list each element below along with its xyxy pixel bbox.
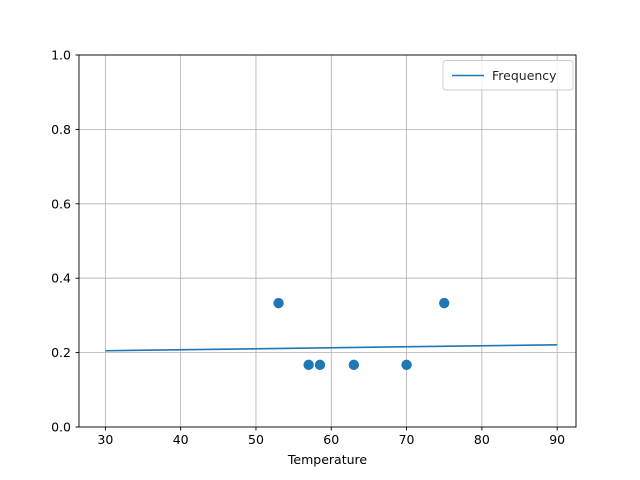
legend-box bbox=[442, 60, 574, 91]
axes-background bbox=[79, 55, 576, 427]
x-tick-label: 60 bbox=[323, 432, 339, 447]
y-tick-label: 0.0 bbox=[51, 420, 71, 435]
y-tick-label: 0.6 bbox=[51, 196, 71, 211]
scatter-point bbox=[401, 359, 412, 371]
scatter-point bbox=[314, 359, 326, 371]
scatter-point bbox=[439, 297, 450, 309]
x-axis-ticks: 30 40 50 60 70 80 90 bbox=[97, 427, 565, 447]
y-axis-ticks: 0.0 0.2 0.4 0.6 0.8 1.0 bbox=[51, 48, 79, 435]
x-axis-label: Temperature bbox=[287, 452, 367, 467]
x-tick-label: 30 bbox=[97, 432, 113, 447]
data-layer bbox=[105, 297, 558, 371]
y-tick-label: 0.2 bbox=[51, 345, 71, 360]
y-tick-label: 0.8 bbox=[51, 122, 71, 137]
axes-spines bbox=[78, 54, 577, 428]
legend-label-frequency: Frequency bbox=[492, 68, 557, 83]
x-tick-label: 80 bbox=[474, 432, 490, 447]
y-tick-label: 1.0 bbox=[51, 48, 71, 63]
series-line-frequency bbox=[105, 343, 558, 352]
axes-frame bbox=[78, 54, 577, 428]
scatter-point bbox=[348, 359, 360, 371]
x-tick-label: 50 bbox=[248, 432, 264, 447]
x-tick-label: 90 bbox=[549, 432, 565, 447]
y-tick-label: 0.4 bbox=[51, 271, 71, 286]
x-tick-label: 70 bbox=[399, 432, 415, 447]
scatter-point bbox=[303, 359, 314, 371]
chart-legend[interactable]: Frequency bbox=[442, 60, 574, 91]
scatter-point bbox=[273, 297, 284, 309]
x-tick-label: 40 bbox=[173, 432, 189, 447]
